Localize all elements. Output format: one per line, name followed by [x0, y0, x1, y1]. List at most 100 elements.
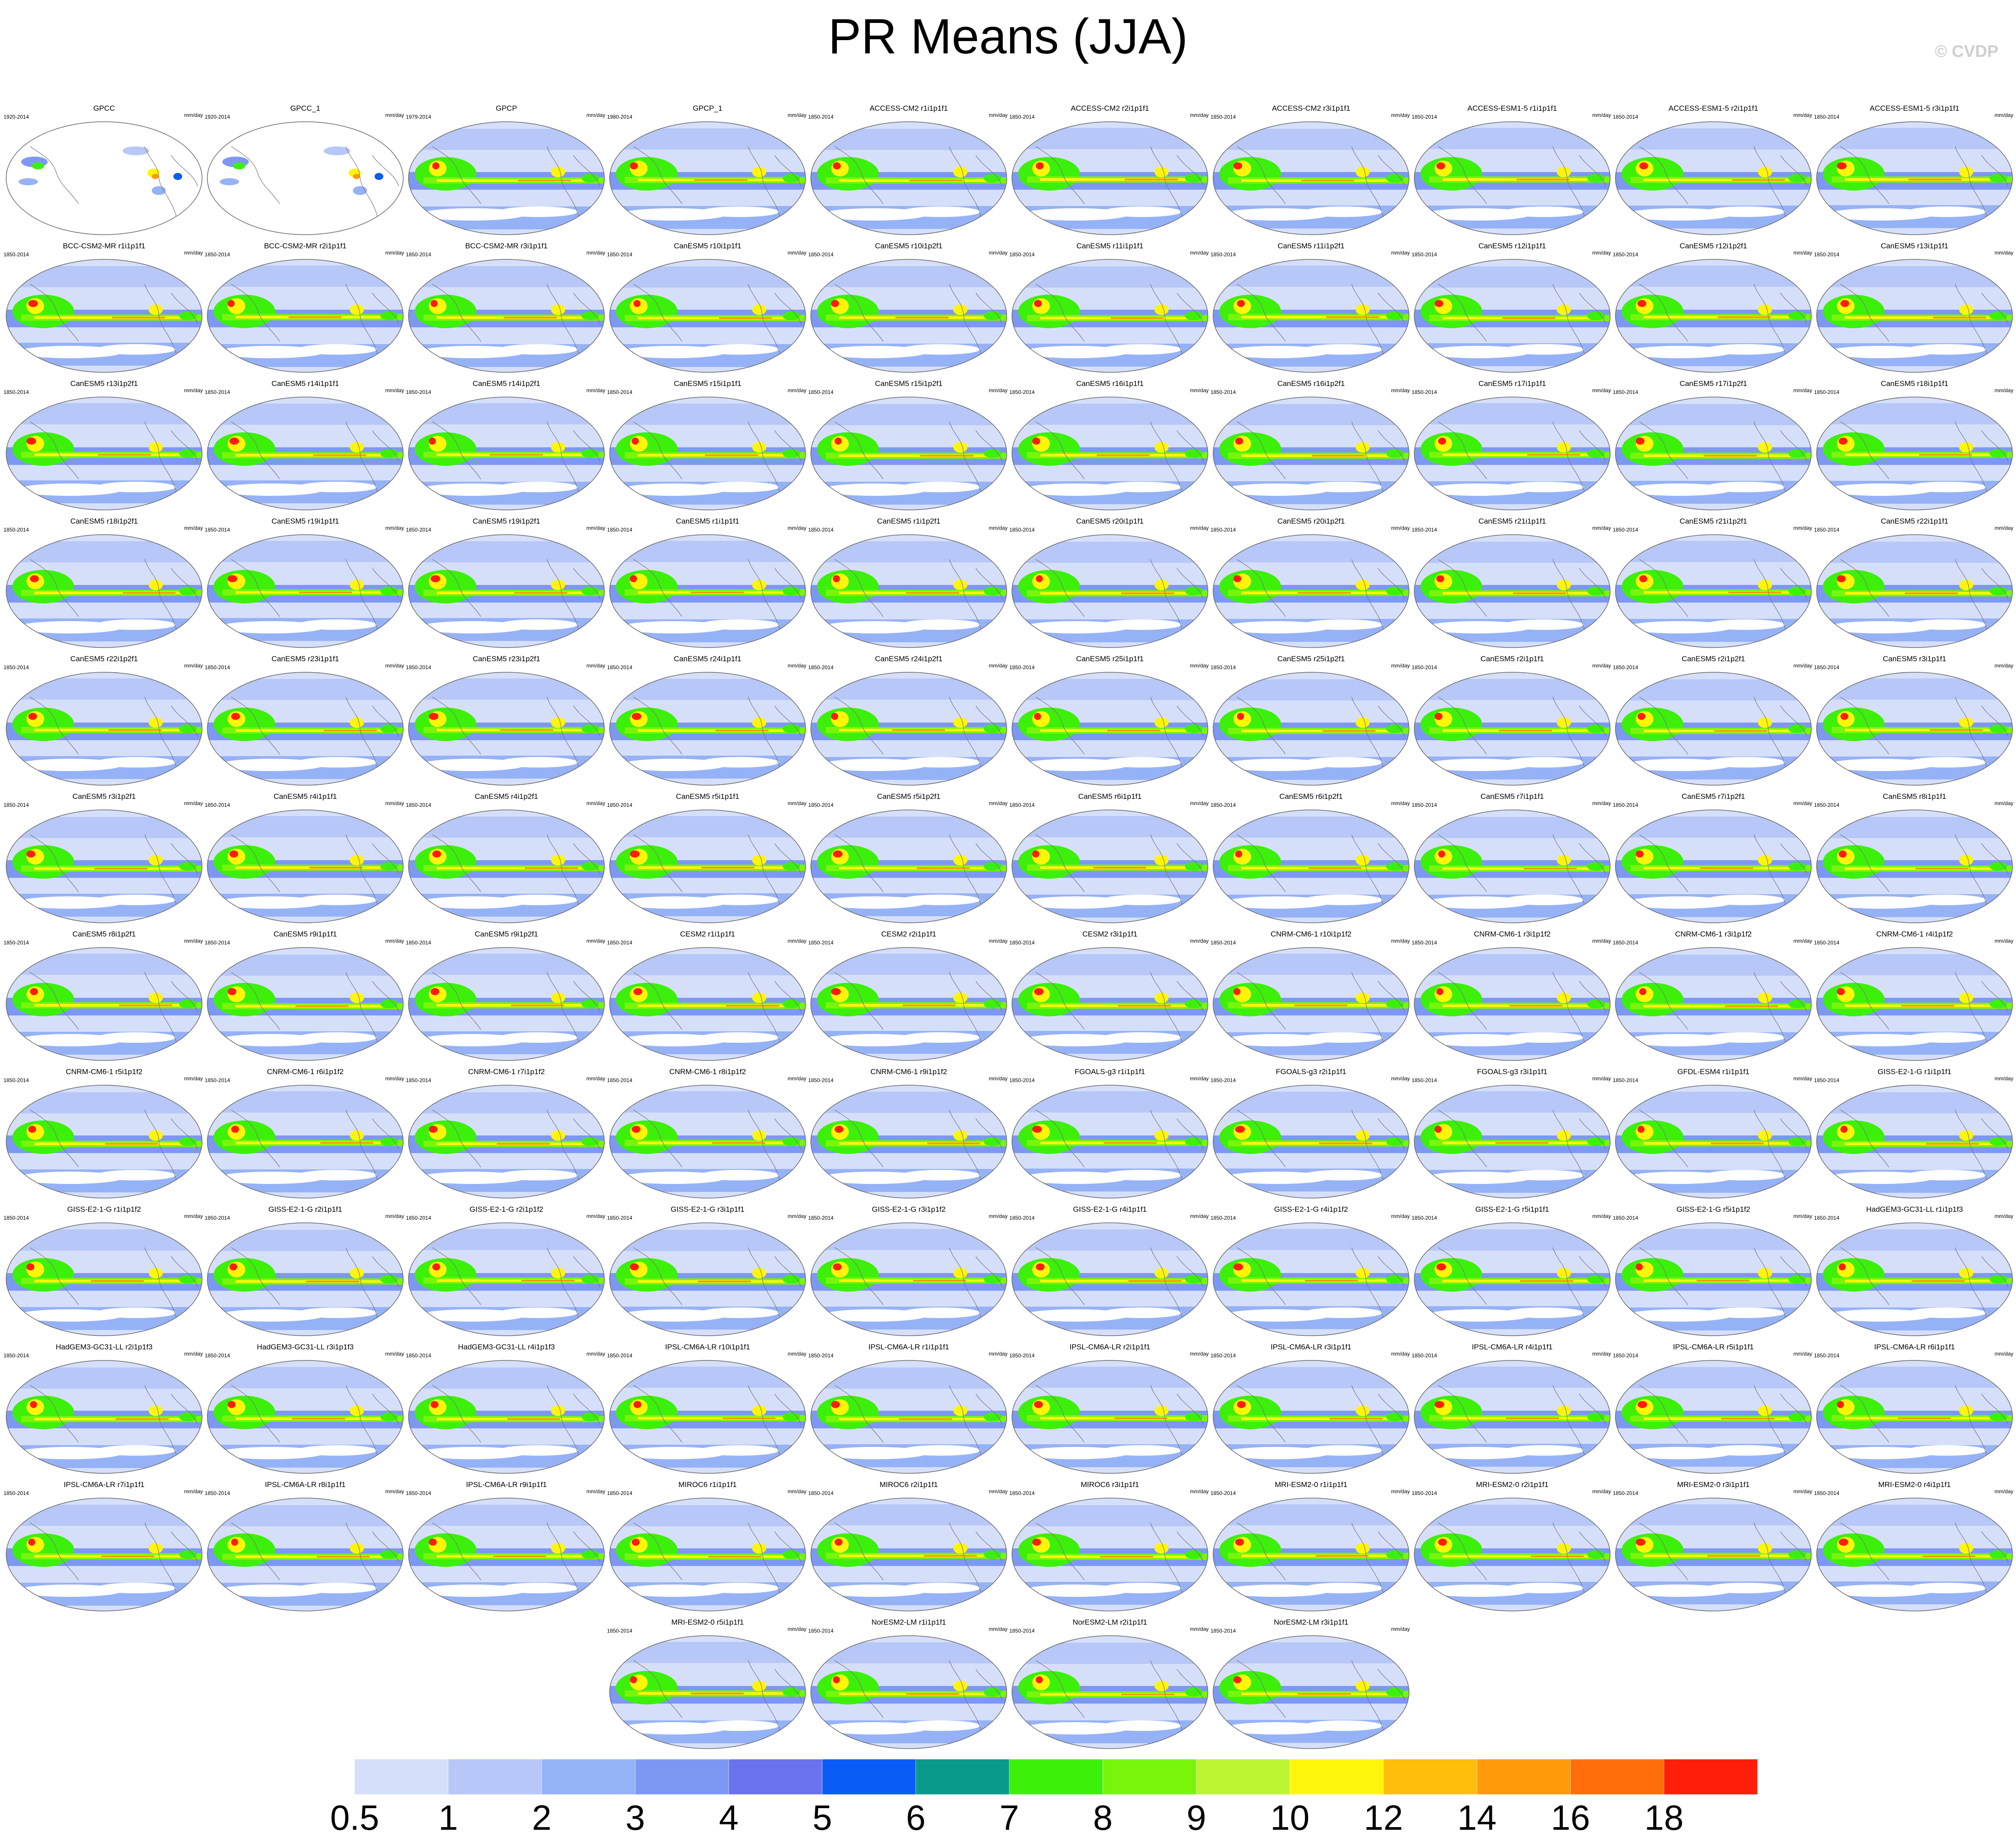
map-outline	[1615, 397, 1812, 510]
precip-map	[6, 1222, 202, 1336]
map-panel: GISS-E2-1-G r5i1p1f2 1850-2014 mm/day	[1613, 1203, 1814, 1340]
map-panel: CanESM5 r24i1p1f1 1850-2014 mm/day	[607, 653, 808, 790]
precip-band	[1639, 575, 1647, 582]
precip-map	[609, 1222, 806, 1336]
coastline	[30, 284, 198, 355]
panel-title: MIROC6 r2i1p1f1	[879, 1480, 938, 1489]
precip-band	[1907, 757, 1986, 768]
coastline	[1035, 1660, 1204, 1731]
precip-band	[833, 162, 841, 169]
map-outline	[1213, 259, 1409, 373]
precip-band	[953, 1543, 967, 1554]
panel-years: 1850-2014	[808, 802, 834, 808]
precip-band	[1036, 162, 1044, 169]
precip-band	[913, 1280, 966, 1281]
panel-years: 1920-2014	[205, 114, 230, 120]
panel-units: mm/day	[1592, 525, 1611, 531]
panel-title: CanESM5 r4i1p2f1	[475, 792, 538, 801]
precip-band	[610, 1367, 806, 1388]
panel-title: CanESM5 r18i1p1f1	[1881, 379, 1949, 388]
precip-field	[811, 948, 1007, 1060]
precip-band	[1018, 570, 1080, 603]
precip-band	[924, 1555, 977, 1557]
panel-years: 1850-2014	[4, 1077, 29, 1083]
precip-band	[817, 845, 879, 879]
map-panel: CanESM5 r23i1p2f1 1850-2014 mm/day	[406, 653, 607, 790]
precip-band	[1233, 849, 1251, 865]
panel-title: CanESM5 r22i1p2f1	[70, 655, 138, 663]
panel-units: mm/day	[787, 1213, 806, 1219]
precip-band	[429, 298, 446, 314]
precip-band	[839, 1555, 998, 1557]
precip-map	[1816, 534, 2013, 648]
precip-band	[1154, 442, 1169, 453]
precip-band	[1093, 867, 1146, 869]
precip-map	[609, 947, 806, 1061]
precip-band	[1615, 404, 1811, 425]
precip-band	[1425, 759, 1531, 771]
precip-band	[1233, 436, 1251, 452]
precip-band	[1700, 867, 1753, 869]
precip-band	[419, 896, 525, 909]
precip-band	[12, 708, 74, 741]
precip-band	[1758, 993, 1772, 1003]
coastline	[432, 834, 600, 906]
panel-units: mm/day	[1592, 663, 1611, 669]
colorbar-swatch	[1009, 1759, 1103, 1794]
precip-band	[712, 1142, 765, 1144]
precip-band	[218, 1309, 324, 1322]
precip-band	[12, 845, 74, 879]
precip-band	[1154, 1681, 1169, 1691]
precip-band	[1224, 621, 1330, 633]
precip-map	[1816, 809, 2013, 923]
panel-years: 1850-2014	[1613, 389, 1638, 395]
panel-title: MIROC6 r3i1p1f1	[1080, 1480, 1139, 1489]
precip-band	[380, 724, 398, 733]
precip-band	[1219, 570, 1281, 603]
map-panel: CanESM5 r13i1p2f1 1850-2014 mm/day	[4, 378, 205, 514]
panel-years: 1850-2014	[1210, 251, 1236, 258]
precip-band	[1959, 167, 1973, 177]
map-panel: GISS-E2-1-G r4i1p1f2 1850-2014 mm/day	[1210, 1203, 1412, 1340]
precip-band	[380, 449, 398, 458]
panel-years: 1850-2014	[1814, 664, 1840, 671]
precip-band	[1425, 896, 1531, 909]
precip-field	[811, 1498, 1007, 1611]
precip-map	[1012, 121, 1208, 235]
map-panel: CanESM5 r5i1p2f1 1850-2014 mm/day	[808, 790, 1009, 927]
coastline	[633, 1385, 802, 1456]
precip-band	[917, 867, 970, 869]
precip-band	[1224, 1034, 1330, 1046]
panel-years: 1850-2014	[808, 527, 834, 533]
map-outline	[1012, 947, 1208, 1061]
map-outline	[207, 1360, 404, 1474]
panel-years: 1850-2014	[1814, 1352, 1840, 1359]
precip-map	[1213, 947, 1409, 1061]
colorbar-swatch	[261, 1759, 355, 1794]
map-outline	[1213, 1360, 1409, 1474]
panel-title: ACCESS-CM2 r2i1p1f1	[1071, 104, 1149, 112]
precip-band	[1012, 1643, 1208, 1664]
map-panel: CanESM5 r9i1p2f1 1850-2014 mm/day	[406, 928, 607, 1065]
precip-band	[953, 1268, 967, 1278]
precip-band	[96, 482, 176, 492]
precip-band	[1587, 174, 1605, 183]
map-panel: CanESM5 r6i1p2f1 1850-2014 mm/day	[1210, 790, 1412, 927]
precip-map	[1414, 1222, 1611, 1336]
precip-band	[1303, 757, 1383, 768]
panel-units: mm/day	[989, 938, 1008, 944]
precip-band	[1907, 482, 1986, 492]
precip-band	[616, 1396, 678, 1429]
panel-title: CanESM5 r17i1p2f1	[1679, 379, 1747, 388]
precip-map	[1213, 397, 1409, 510]
precip-band	[218, 621, 324, 633]
panel-units: mm/day	[586, 112, 605, 118]
panel-years: 1850-2014	[406, 802, 431, 808]
coastline	[834, 284, 1003, 355]
precip-band	[1615, 1504, 1811, 1525]
precip-band	[214, 1120, 275, 1154]
panel-title: CanESM5 r15i1p2f1	[875, 379, 943, 388]
precip-band	[783, 1412, 800, 1421]
precip-band	[1018, 1258, 1080, 1292]
precip-band	[1520, 1280, 1573, 1282]
